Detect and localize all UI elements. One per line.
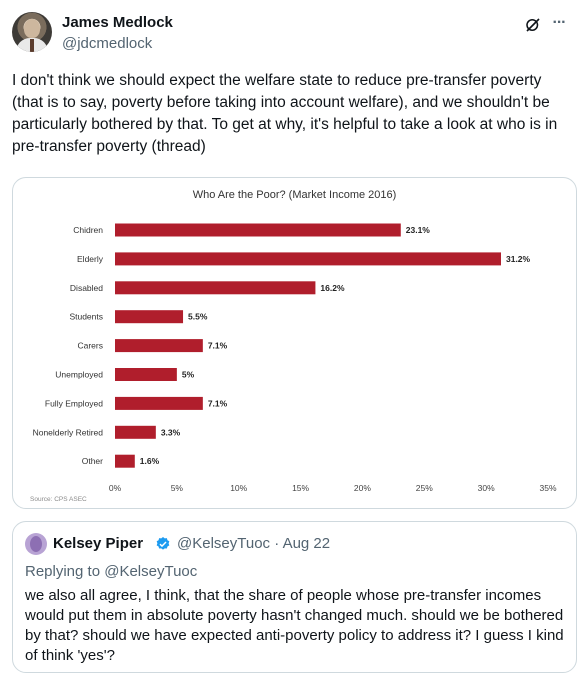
- bar: [115, 252, 501, 266]
- quote-text: we also all agree, I think, that the sha…: [25, 587, 564, 664]
- bar: [115, 454, 135, 468]
- author-handle[interactable]: @jdcmedlock: [62, 35, 153, 52]
- chart-source: Source: CPS ASEC: [30, 496, 87, 503]
- bar: [115, 425, 156, 439]
- tweet-text: I don't think we should expect the welfa…: [12, 72, 558, 155]
- category-label: Disabled: [70, 283, 103, 293]
- author-avatar[interactable]: [12, 12, 52, 52]
- grok-icon[interactable]: [524, 16, 542, 34]
- category-label: Chidren: [73, 225, 103, 235]
- category-label: Other: [82, 456, 103, 466]
- quote-author-name[interactable]: Kelsey Piper: [53, 535, 144, 552]
- x-tick-label: 20%: [354, 483, 371, 493]
- tweet-header: James Medlock @jdcmedlock ···: [12, 12, 568, 56]
- category-label: Unemployed: [55, 370, 103, 380]
- chart-title: Who Are the Poor? (Market Income 2016): [192, 189, 397, 201]
- data-label: 31.2%: [506, 254, 531, 264]
- bar: [115, 281, 316, 295]
- more-icon[interactable]: ···: [552, 14, 567, 31]
- category-label: Fully Employed: [45, 398, 103, 408]
- x-tick-label: 0%: [109, 483, 122, 493]
- data-label: 5.5%: [188, 312, 208, 322]
- category-label: Students: [69, 312, 103, 322]
- replying-to[interactable]: Replying to @KelseyTuoc: [25, 563, 198, 580]
- quote-date[interactable]: Aug 22: [282, 535, 331, 552]
- bar: [115, 223, 401, 237]
- quote-handle-date: @KelseyTuoc · Aug 22: [177, 535, 330, 552]
- data-label: 1.6%: [140, 456, 160, 466]
- quote-avatar[interactable]: [25, 533, 47, 555]
- quote-separator: ·: [274, 535, 280, 552]
- category-label: Carers: [77, 341, 103, 351]
- category-label: Elderly: [77, 254, 104, 264]
- x-tick-label: 30%: [478, 483, 495, 493]
- bar-chart: Chidren 23.1% Elderly 31.2% Disabled 16.2% Stu…: [33, 223, 557, 493]
- chart-image[interactable]: Who Are the Poor? (Market Income 2016) C…: [12, 177, 577, 509]
- avatar-tie: [30, 39, 34, 52]
- data-label: 23.1%: [406, 225, 431, 235]
- bar: [115, 339, 203, 353]
- data-label: 7.1%: [208, 341, 228, 351]
- avatar-face: [24, 19, 40, 38]
- bar: [115, 368, 177, 381]
- category-label: Nonelderly Retired: [33, 427, 104, 437]
- quote-handle[interactable]: @KelseyTuoc: [177, 535, 271, 552]
- bar: [115, 310, 184, 324]
- x-tick-label: 5%: [171, 483, 184, 493]
- quoted-tweet[interactable]: Kelsey Piper @KelseyTuoc · Aug 22 Replyi…: [12, 521, 577, 673]
- x-tick-label: 25%: [416, 483, 433, 493]
- data-label: 16.2%: [320, 283, 345, 293]
- verified-icon: [156, 537, 170, 550]
- x-tick-label: 15%: [292, 483, 309, 493]
- bar: [115, 396, 203, 410]
- data-label: 7.1%: [208, 398, 228, 408]
- x-tick-label: 35%: [539, 483, 556, 493]
- author-name[interactable]: James Medlock: [62, 14, 173, 31]
- data-label: 5%: [182, 370, 195, 380]
- data-label: 3.3%: [161, 427, 181, 437]
- quote-avatar-figure: [30, 536, 42, 552]
- x-tick-label: 10%: [230, 483, 247, 493]
